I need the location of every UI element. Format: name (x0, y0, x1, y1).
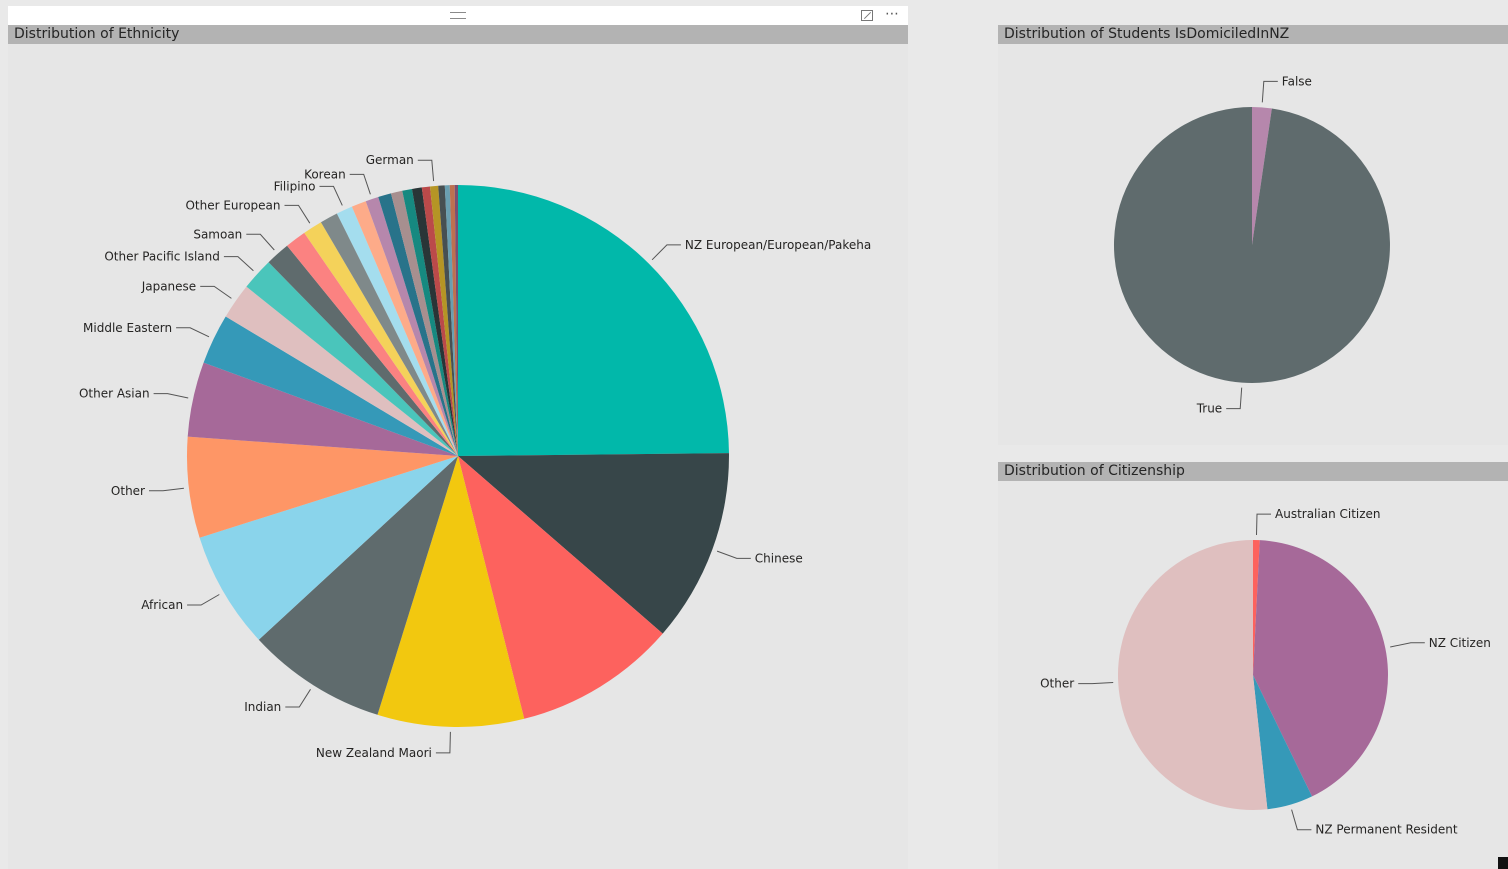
domiciled-chart-title: Distribution of Students IsDomiciledInNZ (998, 25, 1508, 44)
ethnicity-leader-line-german (417, 159, 435, 182)
ethnicity-label-african: African (141, 598, 183, 612)
ethnicity-slice-african[interactable] (199, 456, 459, 640)
domiciled-slice-false[interactable] (1252, 107, 1272, 245)
ethnicity-leader-line-other-pacific-island (223, 256, 254, 272)
ethnicity-chart-title: Distribution of Ethnicity (8, 25, 908, 44)
ethnicity-label-other-european: Other European (185, 198, 280, 212)
domiciled-leader-line-false (1261, 80, 1278, 103)
ethnicity-slice-german[interactable] (429, 185, 458, 456)
ethnicity-leader-line-japanese (200, 285, 232, 299)
ethnicity-leader-line-korean (349, 173, 371, 195)
citizenship-label-nz-permanent-resident: NZ Permanent Resident (1315, 823, 1457, 837)
ethnicity-label-filipino: Filipino (274, 179, 316, 193)
ethnicity-label-korean: Korean (304, 167, 346, 181)
ethnicity-slice-filipino[interactable] (336, 206, 458, 456)
ethnicity-leader-line-nz-european-european-pakeha (651, 244, 681, 261)
ethnicity-slice-unlabeled-2[interactable] (458, 456, 663, 719)
ethnicity-label-other-pacific-island: Other Pacific Island (104, 250, 220, 264)
citizenship-slice-other[interactable] (1117, 540, 1268, 810)
ethnicity-label-nz-european-european-pakeha: NZ European/European/Pakeha (685, 238, 871, 252)
ethnicity-slice-unlabeled-19[interactable] (390, 190, 458, 457)
ethnicity-slice-unlabeled-22[interactable] (421, 186, 458, 456)
ethnicity-label-other-asian: Other Asian (79, 387, 150, 401)
domiciled-label-true: True (1196, 402, 1223, 416)
drag-handle-icon[interactable] (450, 12, 466, 19)
ethnicity-leader-line-filipino (319, 185, 343, 206)
ethnicity-slice-unlabeled-25[interactable] (444, 185, 458, 456)
citizenship-chart-title: Distribution of Citizenship (998, 462, 1508, 481)
ethnicity-slice-indian[interactable] (258, 456, 458, 715)
ethnicity-label-samoan: Samoan (193, 227, 242, 241)
ethnicity-leader-line-middle-eastern (176, 327, 210, 338)
ethnicity-slice-unlabeled-14[interactable] (320, 213, 458, 456)
ethnicity-label-german: German (366, 153, 414, 167)
resize-corner (1498, 857, 1508, 869)
ethnicity-leader-line-african (187, 594, 220, 606)
domiciled-pie-chart[interactable]: False True (998, 25, 1508, 445)
ethnicity-leader-line-other (149, 487, 184, 492)
ethnicity-slice-korean[interactable] (365, 196, 458, 457)
ethnicity-chart-panel: ⋯ Distribution of Ethnicity NZ European/… (8, 6, 908, 869)
domiciled-label-false: False (1282, 74, 1312, 88)
domiciled-chart-panel: Distribution of Students IsDomiciledInNZ… (998, 25, 1508, 445)
ethnicity-slice-unlabeled-12[interactable] (287, 232, 458, 456)
citizenship-leader-line-nz-permanent-resident (1291, 809, 1312, 831)
citizenship-label-nz-citizen: NZ Citizen (1429, 636, 1491, 650)
ethnicity-label-chinese: Chinese (755, 551, 803, 565)
ethnicity-leader-line-new-zealand-maori (435, 731, 451, 754)
ethnicity-slice-other-pacific-island[interactable] (246, 262, 458, 456)
ethnicity-label-indian: Indian (244, 700, 281, 714)
ethnicity-slice-unlabeled-27[interactable] (454, 185, 458, 456)
ethnicity-slice-other-european[interactable] (304, 222, 458, 456)
citizenship-label-other: Other (1040, 677, 1074, 691)
ethnicity-leader-line-other-asian (153, 393, 189, 399)
ethnicity-slice-unlabeled-26[interactable] (449, 185, 458, 456)
visual-header-toolbar: ⋯ (8, 6, 908, 25)
ethnicity-label-other: Other (111, 484, 145, 498)
ethnicity-slice-middle-eastern[interactable] (203, 316, 458, 456)
citizenship-label-australian-citizen: Australian Citizen (1275, 507, 1381, 521)
ethnicity-slice-unlabeled-24[interactable] (438, 185, 458, 456)
ethnicity-leader-line-other-european (284, 204, 311, 224)
domiciled-slice-true[interactable] (1113, 106, 1390, 383)
ethnicity-leader-line-indian (285, 689, 311, 708)
citizenship-chart-panel: Distribution of Citizenship Australian C… (998, 462, 1508, 869)
ethnicity-slice-samoan[interactable] (268, 245, 458, 456)
ethnicity-slice-other[interactable] (186, 436, 458, 538)
ethnicity-label-japanese: Japanese (141, 279, 197, 293)
domiciled-leader-line-true (1226, 387, 1243, 410)
ethnicity-slice-nz-european-european-pakeha[interactable] (458, 185, 729, 456)
ethnicity-slice-japanese[interactable] (225, 286, 458, 456)
ethnicity-slice-chinese[interactable] (458, 453, 729, 634)
ethnicity-slice-unlabeled-18[interactable] (378, 193, 458, 457)
ethnicity-label-middle-eastern: Middle Eastern (83, 321, 172, 335)
ethnicity-leader-line-samoan (246, 233, 275, 251)
focus-mode-icon[interactable] (861, 10, 873, 21)
citizenship-slice-nz-citizen[interactable] (1253, 540, 1389, 797)
ethnicity-slice-new-zealand-maori[interactable] (377, 456, 525, 728)
citizenship-pie-chart[interactable]: Australian Citizen NZ Citizen NZ Permanent… (998, 462, 1508, 869)
citizenship-leader-line-nz-citizen (1390, 642, 1425, 648)
citizenship-slice-nz-permanent-resident[interactable] (1253, 675, 1313, 810)
more-options-icon[interactable]: ⋯ (885, 6, 900, 22)
ethnicity-slice-unlabeled-16[interactable] (351, 201, 458, 456)
citizenship-leader-line-other (1078, 682, 1114, 685)
citizenship-leader-line-australian-citizen (1256, 513, 1271, 536)
ethnicity-slice-unlabeled-20[interactable] (402, 188, 458, 456)
citizenship-slice-australian-citizen[interactable] (1253, 540, 1260, 675)
ethnicity-slice-unlabeled-21[interactable] (411, 187, 458, 456)
ethnicity-leader-line-chinese (716, 550, 751, 559)
ethnicity-slice-other-asian[interactable] (187, 362, 458, 456)
ethnicity-pie-chart[interactable]: NZ European/European/Pakeha Chinese New Ze… (8, 25, 908, 869)
ethnicity-label-new-zealand-maori: New Zealand Maori (316, 746, 432, 760)
